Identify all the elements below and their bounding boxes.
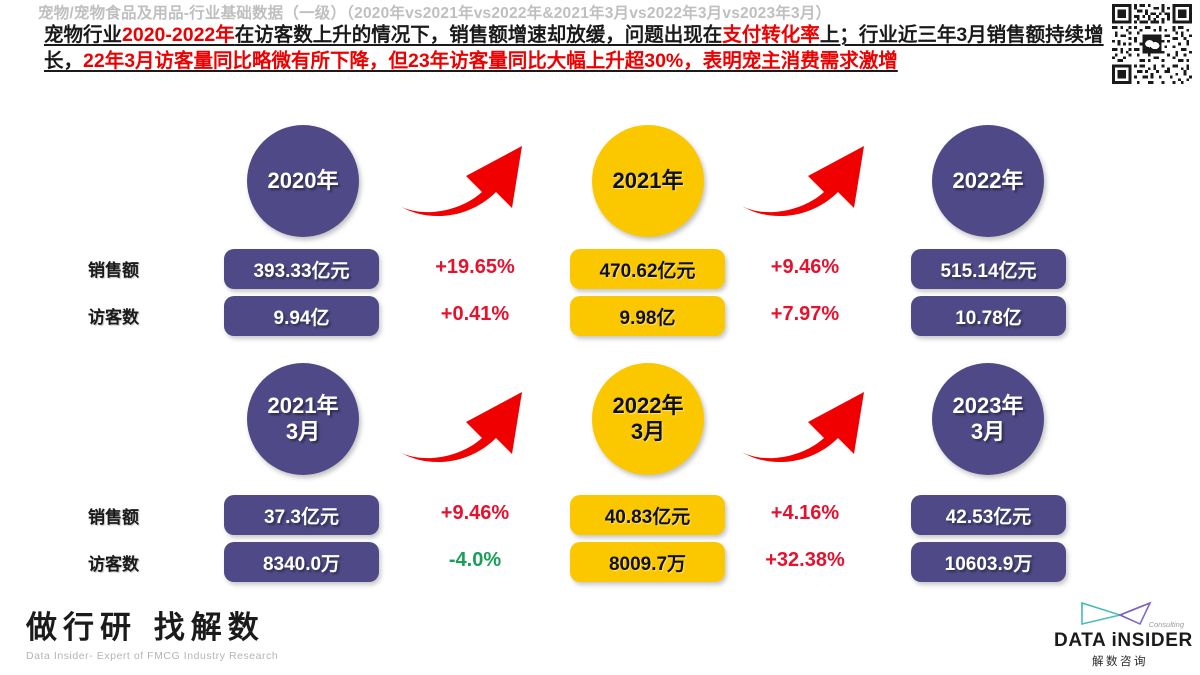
page-headline: annual 宠物行业2020-2022年在访客数上升的情况下，销售额增速却放缓… bbox=[44, 22, 1104, 74]
footer-brand: Consulting DATA iNSIDER 解数咨询 bbox=[1054, 600, 1193, 669]
growth-arrow-icon bbox=[742, 146, 864, 217]
value-pill-sales-2021-03[interactable]: 37.3亿元 bbox=[224, 495, 379, 535]
period-bubble-2020[interactable]: 2020年 bbox=[247, 125, 359, 237]
delta-visitors-2022-03-2023-03: +32.38% bbox=[765, 549, 845, 571]
headline-part-3: 支付转化率 bbox=[722, 24, 820, 46]
value-text: 9.94亿 bbox=[273, 307, 330, 329]
value-pill-visitors-2021-03[interactable]: 8340.0万 bbox=[224, 542, 379, 582]
delta-sales-2021-03-2022-03: +9.46% bbox=[440, 502, 510, 524]
value-text: 9.98亿 bbox=[619, 307, 676, 329]
growth-arrow-icon bbox=[400, 146, 522, 217]
brand-name-cn: 解数咨询 bbox=[1092, 656, 1148, 668]
delta-visitors-2020-2021: +0.41% bbox=[440, 303, 510, 325]
delta-sales-2021-2022: +9.46% bbox=[770, 256, 840, 278]
row-label-visitors-march: 访客数 bbox=[88, 555, 139, 574]
row-label-sales-march: 销售额 bbox=[88, 508, 139, 527]
footer-slogan-en: Data Insider- Expert of FMCG Industry Re… bbox=[26, 650, 279, 662]
page-kicker: 宠物/宠物食品及用品-行业基础数据（一级）（2020年vs2021年vs2022… bbox=[38, 5, 832, 22]
row-label-visitors-annual: 访客数 bbox=[88, 308, 139, 327]
period-bubble-2021[interactable]: 2021年 bbox=[592, 125, 704, 237]
period-bubble-2021-03[interactable]: 2021年 3月 bbox=[247, 363, 359, 475]
value-pill-sales-2023-03[interactable]: 42.53亿元 bbox=[911, 495, 1066, 535]
period-bubble-label: 2020年 bbox=[267, 168, 339, 193]
value-pill-sales-2022-03[interactable]: 40.83亿元 bbox=[570, 495, 725, 535]
headline-part-0: 宠物行业 bbox=[44, 24, 123, 46]
delta-visitors-2021-2022: +7.97% bbox=[770, 303, 840, 325]
footer-slogan-cn: 做行研 找解数 bbox=[26, 610, 265, 646]
period-bubble-label: 2022年 bbox=[952, 168, 1024, 193]
brand-logo-mark: Consulting bbox=[1054, 600, 1186, 629]
value-text: 393.33亿元 bbox=[253, 260, 350, 282]
value-text: 40.83亿元 bbox=[604, 506, 691, 528]
row-label-sales-annual: 销售额 bbox=[88, 261, 139, 280]
growth-arrow-icon bbox=[400, 392, 522, 463]
period-bubble-label: 2022年 3月 bbox=[612, 393, 684, 444]
period-bubble-2022[interactable]: 2022年 bbox=[932, 125, 1044, 237]
delta-sales-2022-03-2023-03: +4.16% bbox=[770, 502, 840, 524]
headline-part-1: 2020-2022年 bbox=[122, 24, 235, 46]
brand-name: DATA iNSIDER bbox=[1054, 630, 1193, 651]
period-bubble-2023-03[interactable]: 2023年 3月 bbox=[932, 363, 1044, 475]
qr-code-icon bbox=[1112, 4, 1192, 84]
value-text: 37.3亿元 bbox=[264, 506, 339, 528]
value-pill-sales-2020[interactable]: 393.33亿元 bbox=[224, 249, 379, 289]
headline-part-4: 上；行业近三年3月销售额持续增长， bbox=[44, 24, 1104, 72]
delta-visitors-2021-03-2022-03: -4.0% bbox=[448, 549, 502, 571]
value-pill-sales-2022[interactable]: 515.14亿元 bbox=[911, 249, 1066, 289]
value-text: 10603.9万 bbox=[944, 553, 1033, 575]
period-bubble-2022-03[interactable]: 2022年 3月 bbox=[592, 363, 704, 475]
bowtie-logo-icon bbox=[1081, 601, 1152, 626]
footer-slogan: 做行研 找解数 Data Insider- Expert of FMCG Ind… bbox=[26, 602, 278, 662]
value-pill-visitors-2023-03[interactable]: 10603.9万 bbox=[911, 542, 1066, 582]
value-pill-visitors-2022[interactable]: 10.78亿 bbox=[911, 296, 1066, 336]
period-bubble-label: 2021年 3月 bbox=[267, 393, 339, 444]
growth-arrow-icon bbox=[742, 392, 864, 463]
period-bubble-label: 2023年 3月 bbox=[952, 393, 1024, 444]
value-text: 42.53亿元 bbox=[945, 506, 1032, 528]
value-text: 8009.7万 bbox=[608, 553, 687, 575]
value-pill-visitors-2022-03[interactable]: 8009.7万 bbox=[570, 542, 725, 582]
value-pill-visitors-2020[interactable]: 9.94亿 bbox=[224, 296, 379, 336]
value-pill-sales-2021[interactable]: 470.62亿元 bbox=[570, 249, 725, 289]
headline-part-5: 22年3月访客量同比略微有所下降，但23年访客量同比大幅上升超30%，表明宠主消… bbox=[83, 50, 898, 72]
value-text: 8340.0万 bbox=[262, 553, 341, 575]
brand-consulting-label: Consulting bbox=[1148, 620, 1184, 629]
value-text: 515.14亿元 bbox=[940, 260, 1037, 282]
value-text: 10.78亿 bbox=[955, 307, 1022, 329]
period-bubble-label: 2021年 bbox=[612, 168, 684, 193]
headline-part-2: 在访客数上升的情况下，销售额增速却放缓，问题出现在 bbox=[234, 24, 723, 46]
value-text: 470.62亿元 bbox=[599, 260, 696, 282]
delta-sales-2020-2021: +19.65% bbox=[435, 256, 515, 278]
value-pill-visitors-2021[interactable]: 9.98亿 bbox=[570, 296, 725, 336]
